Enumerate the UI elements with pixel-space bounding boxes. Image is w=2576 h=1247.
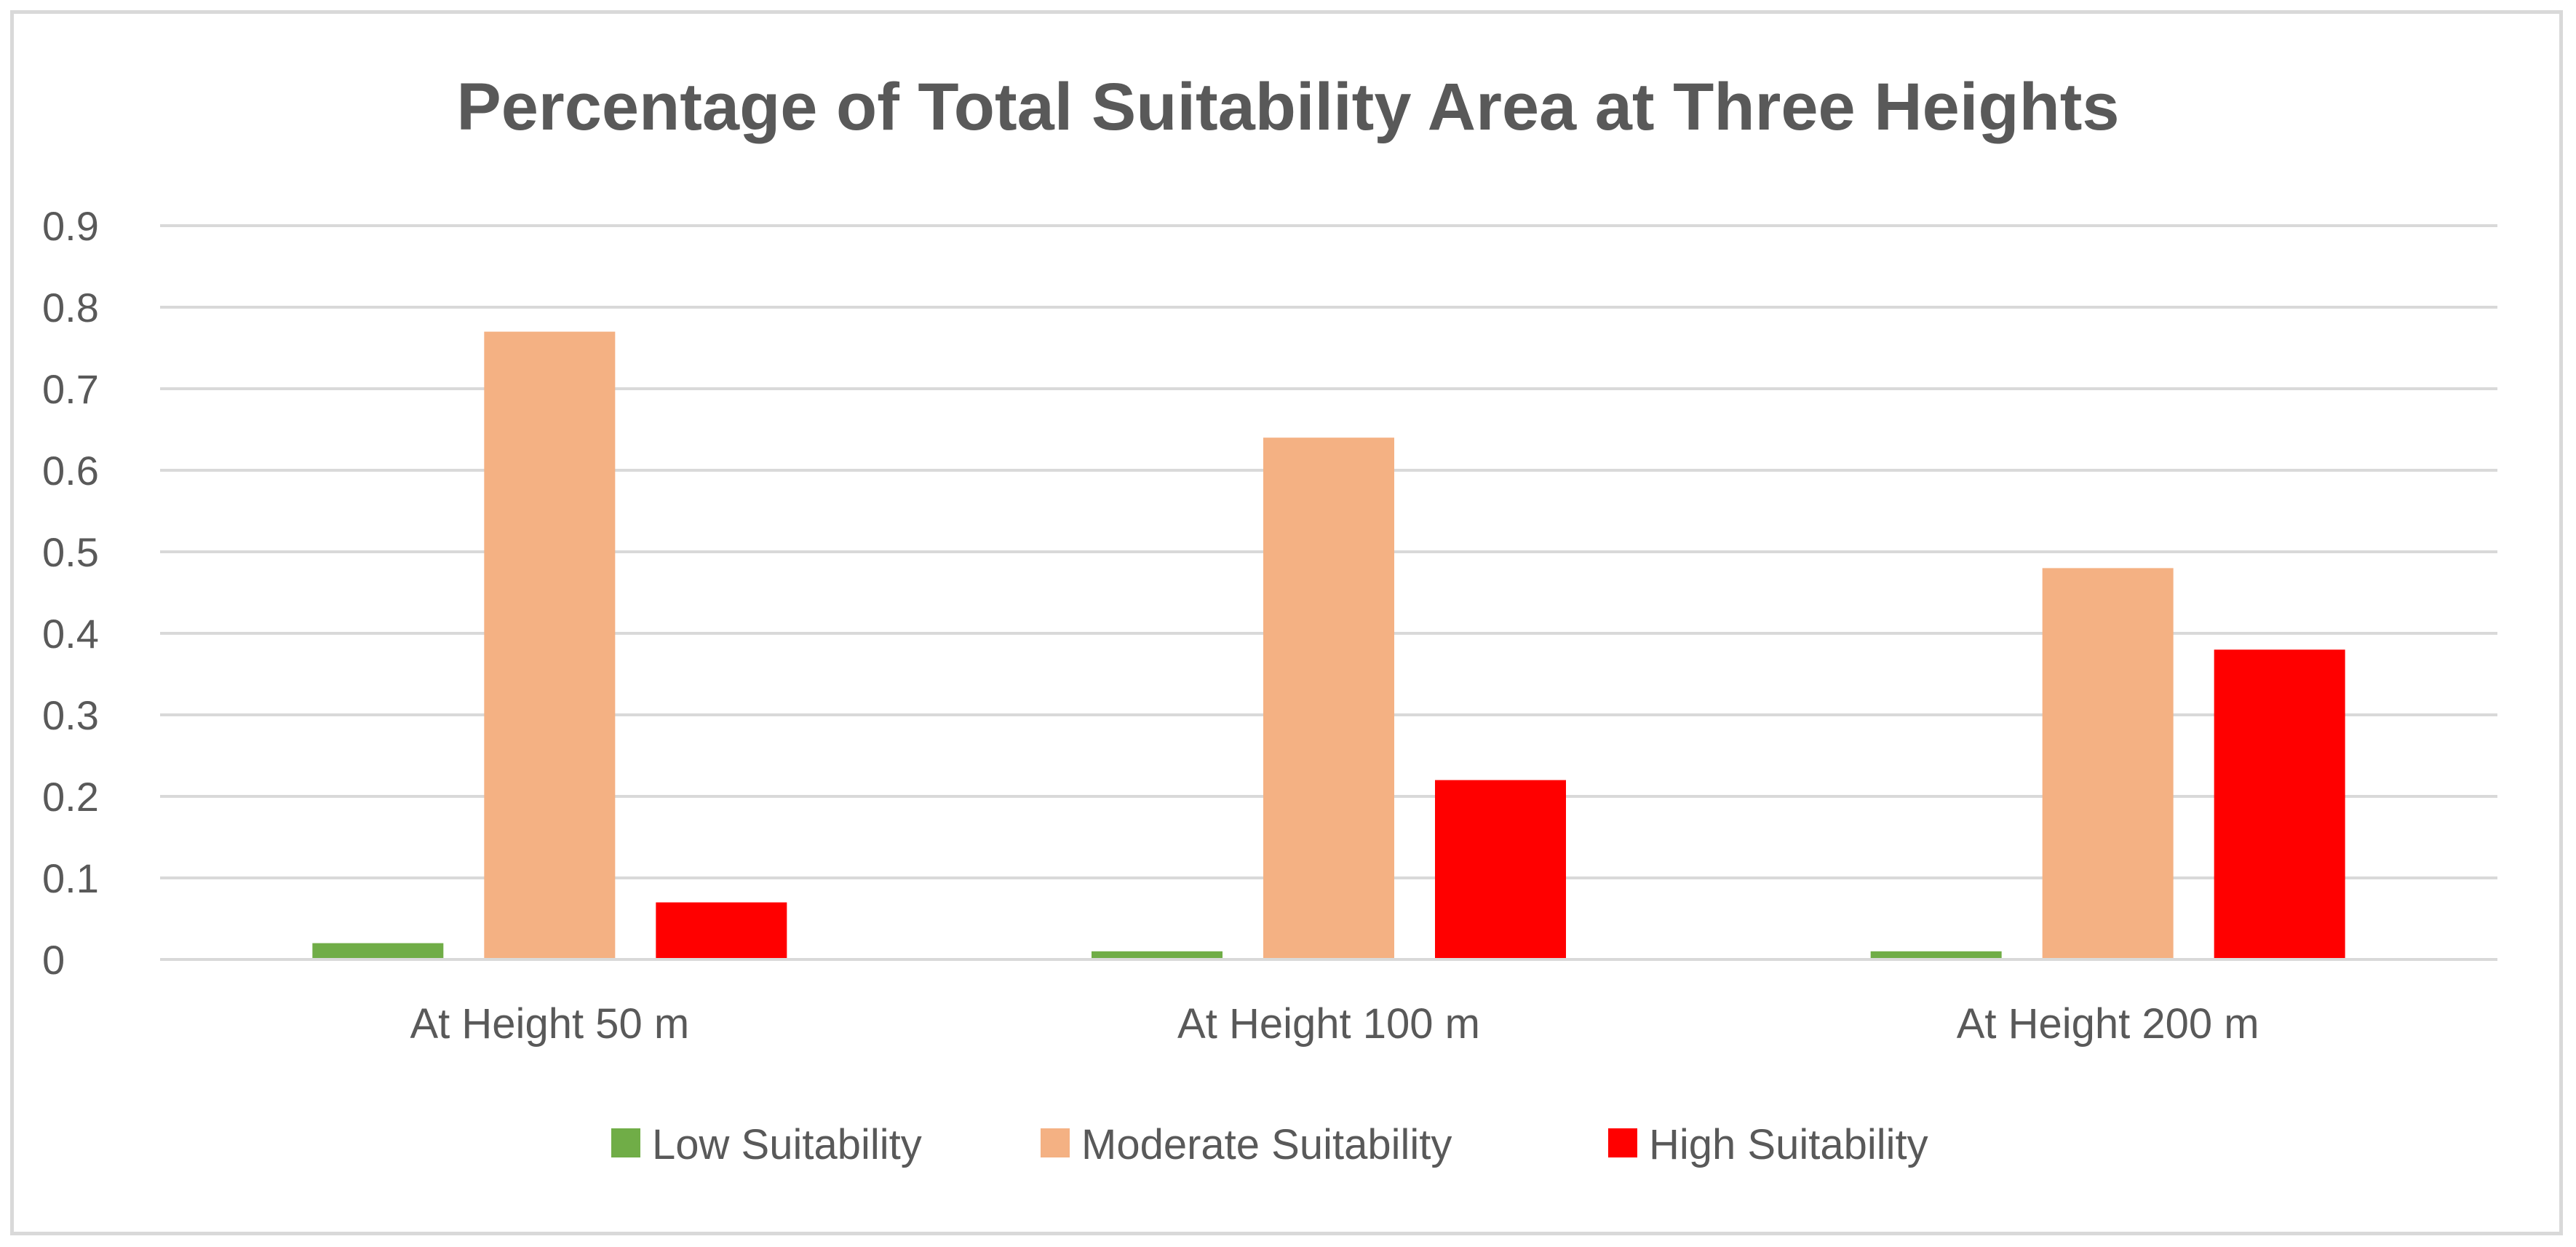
bar-low-suitability-2 bbox=[1092, 951, 1223, 959]
y-tick-label: 0.2 bbox=[42, 774, 99, 820]
legend: Low Suitability Moderate Suitability High … bbox=[611, 1121, 1928, 1168]
x-category-label: At Height 100 m bbox=[1177, 1000, 1480, 1048]
x-category-label: At Height 50 m bbox=[410, 1000, 690, 1048]
chart-title: Percentage of Total Suitability Area at … bbox=[456, 70, 2119, 144]
bar-high-suitability-1 bbox=[656, 902, 787, 959]
x-axis-categories: At Height 50 m At Height 100 m At Height 2… bbox=[410, 1000, 2259, 1048]
y-tick-label: 0.1 bbox=[42, 855, 99, 901]
legend-swatch bbox=[1041, 1128, 1070, 1157]
y-tick-label: 0.7 bbox=[42, 366, 99, 412]
x-category-label: At Height 200 m bbox=[1957, 1000, 2259, 1048]
legend-swatch bbox=[1608, 1128, 1637, 1157]
y-tick-label: 0.9 bbox=[42, 203, 99, 249]
bar-moderate-suitability-3 bbox=[2042, 568, 2174, 959]
y-tick-label: 0.5 bbox=[42, 529, 99, 575]
y-tick-label: 0.6 bbox=[42, 448, 99, 494]
bar-moderate-suitability-1 bbox=[484, 331, 616, 960]
bars bbox=[312, 331, 2345, 960]
legend-swatch bbox=[611, 1128, 640, 1157]
y-tick-label: 0.3 bbox=[42, 692, 99, 738]
legend-label: Low Suitability bbox=[652, 1121, 922, 1168]
legend-label: Moderate Suitability bbox=[1081, 1121, 1452, 1168]
bar-low-suitability-1 bbox=[312, 943, 444, 959]
y-axis-ticks: 0 0.1 0.2 0.3 0.4 0.5 0.6 0.7 0.8 0.9 bbox=[42, 203, 99, 983]
bar-high-suitability-2 bbox=[1435, 780, 1566, 959]
y-tick-label: 0.4 bbox=[42, 611, 99, 657]
bar-moderate-suitability-2 bbox=[1263, 438, 1394, 959]
bar-high-suitability-3 bbox=[2214, 649, 2345, 959]
y-tick-label: 0.8 bbox=[42, 285, 99, 330]
legend-label: High Suitability bbox=[1649, 1121, 1928, 1168]
y-tick-label: 0 bbox=[42, 937, 65, 983]
bar-low-suitability-3 bbox=[1870, 951, 2002, 959]
